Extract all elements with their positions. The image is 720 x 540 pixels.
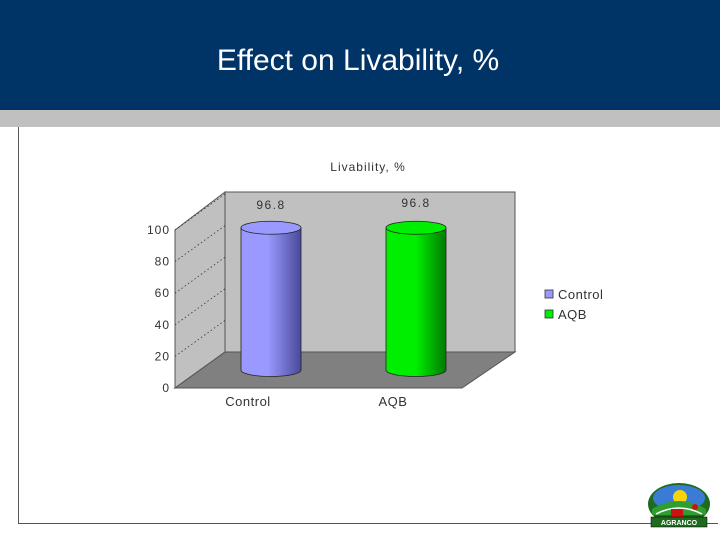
y-tick-label: 0 bbox=[162, 381, 170, 395]
y-tick-label: 80 bbox=[155, 255, 170, 269]
data-label: 96.8 bbox=[401, 196, 430, 210]
legend-swatch bbox=[544, 309, 554, 319]
x-tick-label: AQB bbox=[379, 394, 408, 409]
bar-control-body bbox=[240, 227, 302, 377]
y-tick-label: 60 bbox=[155, 286, 170, 300]
frame-left-line bbox=[18, 127, 19, 524]
chart-title: Livability, % bbox=[330, 160, 405, 174]
data-label: 96.8 bbox=[256, 198, 285, 212]
legend-label: AQB bbox=[558, 307, 587, 322]
bar-aqb-body bbox=[385, 227, 447, 377]
logo-text: AGRANCO bbox=[661, 520, 698, 527]
y-tick-label: 40 bbox=[155, 318, 170, 332]
x-tick-label: Control bbox=[225, 394, 270, 409]
bar-aqb-top bbox=[385, 220, 447, 235]
y-tick-label: 100 bbox=[147, 223, 170, 237]
legend-swatch bbox=[544, 289, 554, 299]
header-stripe bbox=[0, 110, 720, 127]
slide-title: Effect on Livability, % bbox=[216, 44, 500, 77]
frame-bottom-line bbox=[18, 523, 718, 524]
legend-label: Control bbox=[558, 287, 603, 302]
bar-control-top bbox=[240, 220, 302, 235]
header-bar bbox=[0, 0, 720, 110]
y-tick-label: 20 bbox=[155, 349, 170, 363]
